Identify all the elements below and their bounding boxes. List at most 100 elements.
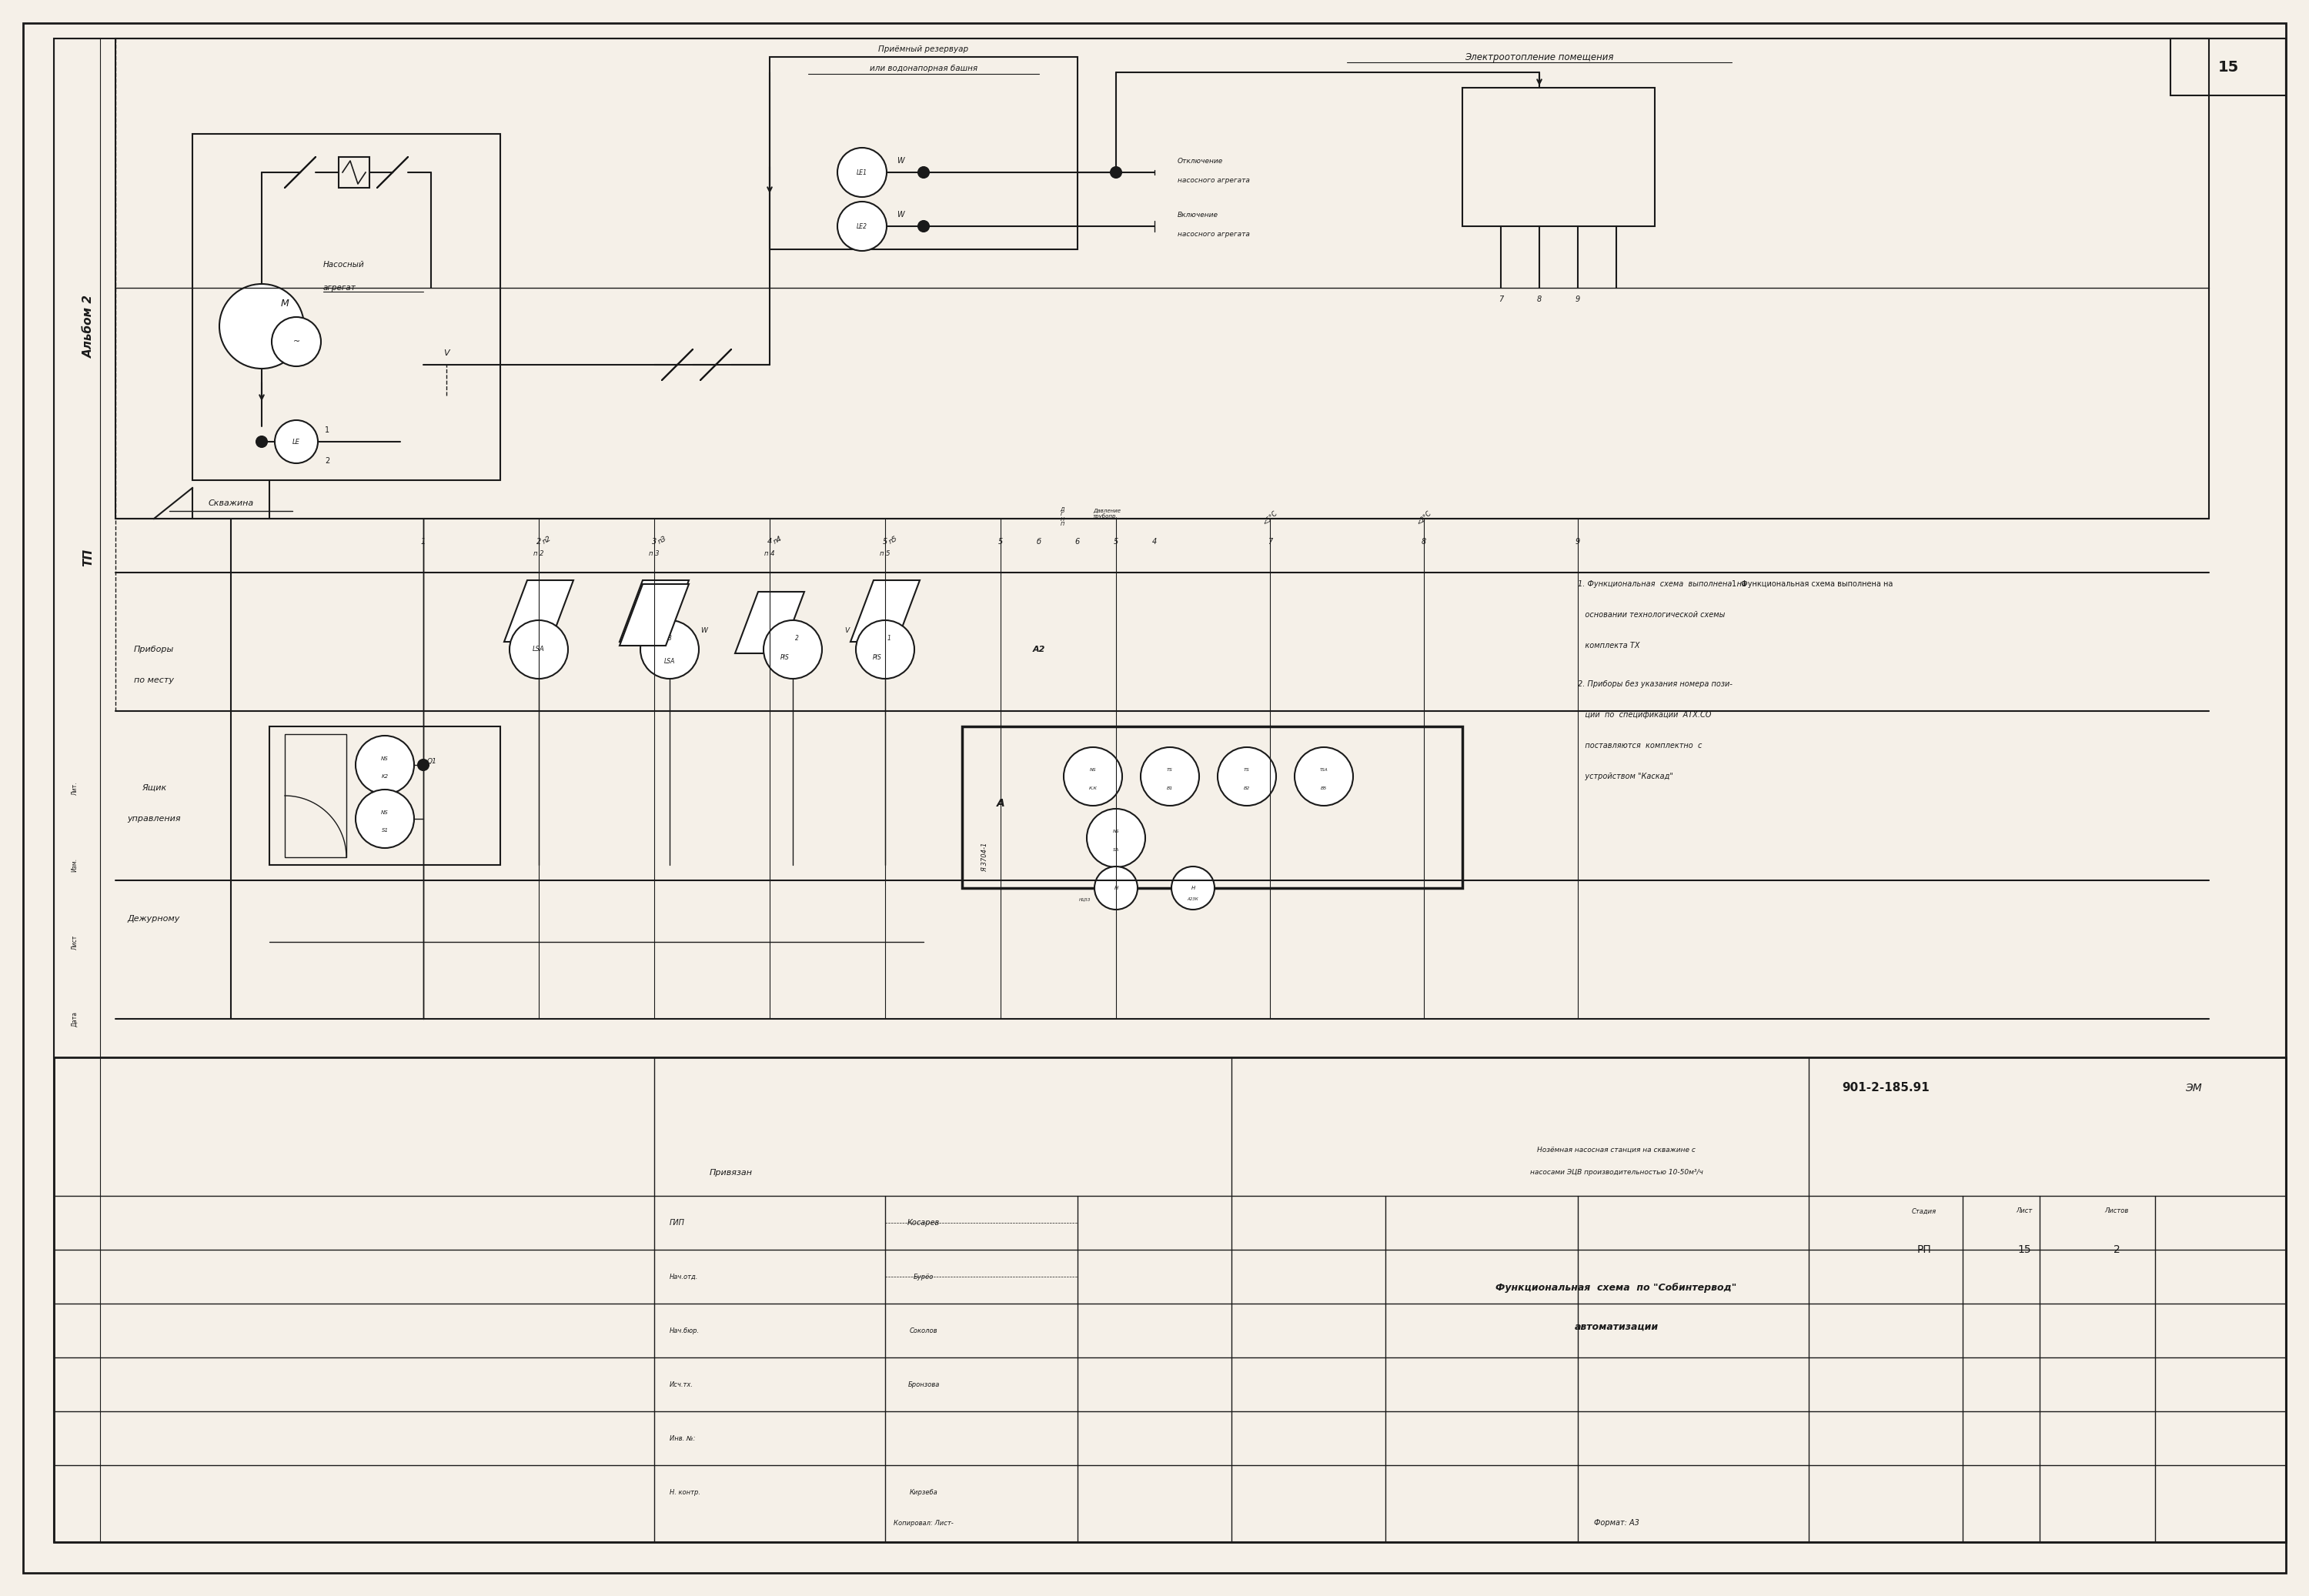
Circle shape xyxy=(1141,747,1198,806)
Text: Изм.: Изм. xyxy=(72,859,79,871)
Text: Листов: Листов xyxy=(2103,1208,2129,1215)
Text: <5°С: <5°С xyxy=(1261,509,1279,527)
Circle shape xyxy=(764,621,822,678)
Text: PIS: PIS xyxy=(780,654,790,661)
Text: К.К: К.К xyxy=(1090,787,1097,790)
Text: ~: ~ xyxy=(293,338,300,345)
Text: Н. контр.: Н. контр. xyxy=(670,1489,700,1495)
Text: Косарев: Косарев xyxy=(907,1219,940,1227)
Circle shape xyxy=(838,148,887,196)
Text: б: б xyxy=(1037,538,1041,546)
Circle shape xyxy=(272,318,321,367)
Circle shape xyxy=(857,621,914,678)
Circle shape xyxy=(1064,747,1122,806)
Text: NS: NS xyxy=(381,757,388,761)
Text: B5: B5 xyxy=(1321,787,1328,790)
Text: Насосный: Насосный xyxy=(323,260,365,268)
Text: K2: K2 xyxy=(381,774,388,779)
Text: Нач.отд.: Нач.отд. xyxy=(670,1274,697,1280)
Text: W: W xyxy=(896,211,905,219)
Text: 1: 1 xyxy=(326,426,330,434)
Text: Кирзеба: Кирзеба xyxy=(910,1489,937,1495)
Polygon shape xyxy=(734,592,804,653)
Text: W: W xyxy=(702,627,707,634)
Circle shape xyxy=(919,168,928,177)
Text: 1. Функциональная  схема  выполнена  на: 1. Функциональная схема выполнена на xyxy=(1577,581,1746,587)
Text: 2. Приборы без указания номера пози-: 2. Приборы без указания номера пози- xyxy=(1577,680,1732,688)
Text: Стадия: Стадия xyxy=(1912,1208,1937,1215)
Text: Инв. №:: Инв. №: xyxy=(670,1435,695,1441)
Circle shape xyxy=(640,621,700,678)
Bar xyxy=(284,734,346,857)
Text: поставляются  комплектно  с: поставляются комплектно с xyxy=(1577,742,1702,750)
Text: Дежурному: Дежурному xyxy=(127,915,180,922)
Polygon shape xyxy=(503,581,573,642)
Text: А: А xyxy=(997,798,1004,809)
Text: 2: 2 xyxy=(326,456,330,464)
Circle shape xyxy=(1295,747,1353,806)
Text: агрегат: агрегат xyxy=(323,284,356,292)
Text: Скважина: Скважина xyxy=(208,500,254,508)
Polygon shape xyxy=(850,581,919,642)
Text: РП: РП xyxy=(1916,1245,1930,1254)
Text: насосами ЭЦВ производительностью 10-50м³/ч: насосами ЭЦВ производительностью 10-50м³… xyxy=(1531,1170,1702,1176)
Circle shape xyxy=(356,790,413,847)
Text: <2°С: <2°С xyxy=(1415,509,1432,527)
Text: Бурёо: Бурёо xyxy=(914,1274,933,1280)
Text: Лист: Лист xyxy=(2016,1208,2032,1215)
Circle shape xyxy=(1217,747,1277,806)
Text: 5: 5 xyxy=(997,538,1002,546)
Circle shape xyxy=(256,436,268,447)
Text: по месту: по месту xyxy=(134,677,173,685)
Text: LE2: LE2 xyxy=(857,223,868,230)
Text: 5: 5 xyxy=(1113,538,1118,546)
Text: п3: п3 xyxy=(656,535,667,546)
Bar xyxy=(192,134,501,480)
Bar xyxy=(963,726,1462,887)
Text: Q1: Q1 xyxy=(427,758,436,764)
Bar xyxy=(53,1057,2286,1542)
Text: Лит.: Лит. xyxy=(72,782,79,795)
Text: устройством "Каскад": устройством "Каскад" xyxy=(1577,772,1674,780)
Circle shape xyxy=(356,736,413,795)
Text: B2: B2 xyxy=(1245,787,1249,790)
Circle shape xyxy=(418,760,429,771)
Text: Я 3704-1: Я 3704-1 xyxy=(981,843,988,871)
Text: Нач.бюр.: Нач.бюр. xyxy=(670,1326,700,1334)
Text: Альбом 2: Альбом 2 xyxy=(83,295,95,358)
Text: Н: Н xyxy=(1191,886,1196,891)
Text: 15: 15 xyxy=(2018,1245,2032,1254)
Text: Д
Г
Н
П: Д Г Н П xyxy=(1060,506,1064,527)
Bar xyxy=(769,57,1078,249)
Polygon shape xyxy=(619,584,688,646)
Text: NS: NS xyxy=(381,811,388,816)
Text: М: М xyxy=(282,298,289,308)
Text: A2: A2 xyxy=(1032,646,1046,653)
Text: Исч.тх.: Исч.тх. xyxy=(670,1381,693,1389)
Text: п 5: п 5 xyxy=(880,551,891,557)
Text: 7: 7 xyxy=(1499,295,1503,303)
Text: 1: 1 xyxy=(887,635,891,642)
Circle shape xyxy=(1088,809,1145,867)
Text: НЦ53: НЦ53 xyxy=(1078,897,1092,902)
Text: V: V xyxy=(845,627,850,634)
Circle shape xyxy=(1111,168,1122,177)
Text: п 4: п 4 xyxy=(764,551,776,557)
Text: п5: п5 xyxy=(887,535,898,546)
Text: LSA: LSA xyxy=(533,646,545,653)
Text: Включение: Включение xyxy=(1178,211,1219,219)
Text: W: W xyxy=(896,156,905,164)
Text: Привязан: Привязан xyxy=(709,1168,753,1176)
Text: Бронзова: Бронзова xyxy=(907,1381,940,1389)
Text: LE: LE xyxy=(293,439,300,445)
Text: Давление
трубопр.: Давление трубопр. xyxy=(1092,508,1120,519)
Text: насосного агрегата: насосного агрегата xyxy=(1178,177,1249,184)
Text: комплекта ТХ: комплекта ТХ xyxy=(1577,642,1639,650)
Text: п4: п4 xyxy=(771,535,783,546)
Circle shape xyxy=(1094,867,1138,910)
Text: LE1: LE1 xyxy=(857,169,868,176)
Text: 7: 7 xyxy=(1268,538,1272,546)
Text: S1: S1 xyxy=(381,828,388,833)
Text: ТS: ТS xyxy=(1166,768,1173,772)
Text: 8: 8 xyxy=(1538,295,1542,303)
